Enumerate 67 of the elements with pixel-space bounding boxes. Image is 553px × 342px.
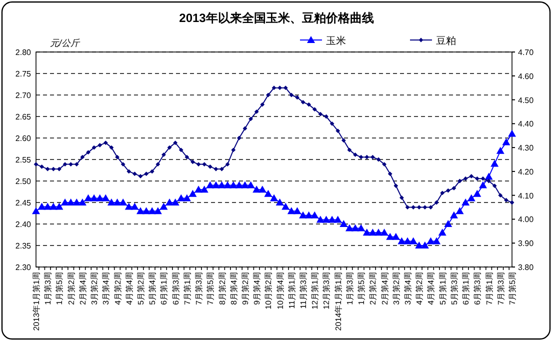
x-tick-label: 4月第4周 xyxy=(426,272,436,305)
x-tick-label: 2月第4周 xyxy=(380,272,390,305)
y-tick-label: 2.65 xyxy=(15,112,32,122)
chart-title: 2013年以来全国玉米、豆粕价格曲线 xyxy=(179,11,374,25)
x-tick-label: 7月第1周 xyxy=(484,272,494,305)
y2-tick-label: 4.30 xyxy=(518,144,534,153)
x-tick-label: 8月第4周 xyxy=(229,272,238,305)
x-tick-label: 2014年1月第1周 xyxy=(334,272,343,331)
legend-label: 玉米 xyxy=(326,35,346,47)
x-tick-label: 12月第1周 xyxy=(310,272,320,310)
y-tick-label: 2.70 xyxy=(15,91,32,100)
y2-tick-label: 4.50 xyxy=(518,96,534,105)
x-tick-label: 3月第2周 xyxy=(392,272,401,305)
x-tick-label: 6月第1周 xyxy=(462,272,471,305)
x-tick-label: 1月第5周 xyxy=(55,272,64,305)
x-tick-label: 5月第1周 xyxy=(438,272,448,305)
x-tick-label: 3月第4周 xyxy=(102,272,111,305)
x-tick-label: 3月第2周 xyxy=(90,272,100,305)
y-tick-label: 2.60 xyxy=(15,134,32,143)
y2-tick-label: 4.60 xyxy=(518,72,534,81)
x-tick-label: 5月第2周 xyxy=(136,272,146,305)
x-tick-label: 2013年1月第1周 xyxy=(32,272,41,331)
y-tick-label: 2.40 xyxy=(15,220,32,229)
y-tick-label: 2.55 xyxy=(15,156,32,164)
x-tick-label: 9月第4周 xyxy=(252,272,262,305)
x-tick-label: 7月第1周 xyxy=(182,272,192,305)
x-tick-label: 9月第2周 xyxy=(240,272,250,305)
x-tick-label: 2月第2周 xyxy=(368,272,378,305)
x-tick-label: 4月第4周 xyxy=(124,272,134,305)
x-tick-label: 7月第5周 xyxy=(206,272,216,305)
y2-tick-label: 4.40 xyxy=(518,120,534,129)
legend-label: 豆粕 xyxy=(436,36,456,47)
x-tick-label: 8月第2周 xyxy=(218,272,227,305)
x-tick-label: 10月第2周 xyxy=(264,272,274,310)
y-tick-label: 2.80 xyxy=(15,48,32,57)
y-tick-label: 2.35 xyxy=(15,242,32,250)
x-tick-label: 10月第4周 xyxy=(276,272,285,310)
y-tick-label: 2.45 xyxy=(15,198,32,208)
y2-tick-label: 3.90 xyxy=(518,239,534,248)
y-tick-label: 2.75 xyxy=(15,70,32,78)
x-tick-label: 5月第4周 xyxy=(148,272,158,305)
x-tick-label: 12月第3周 xyxy=(322,272,332,310)
x-tick-label: 3月第4周 xyxy=(404,272,413,305)
x-tick-label: 11月第3周 xyxy=(299,272,308,309)
x-tick-label: 7月第5周 xyxy=(508,272,517,305)
y2-tick-label: 4.10 xyxy=(518,191,534,200)
x-tick-label: 7月第3周 xyxy=(496,272,506,305)
x-tick-label: 11月第1周 xyxy=(287,272,296,309)
x-tick-label: 6月第1周 xyxy=(160,272,169,305)
x-tick-label: 1月第3周 xyxy=(345,272,354,305)
y-tick-label: 2.30 xyxy=(15,263,32,272)
y-tick-label: 2.50 xyxy=(15,177,32,186)
x-tick-label: 2月第4周 xyxy=(78,272,88,305)
y2-tick-label: 3.80 xyxy=(518,263,534,272)
x-tick-label: 1月第3周 xyxy=(44,272,53,305)
x-tick-label: 4月第2周 xyxy=(415,272,424,305)
y2-tick-label: 4.20 xyxy=(518,167,534,176)
y-axis-title: 元/公斤 xyxy=(50,38,80,48)
x-tick-label: 4月第2周 xyxy=(113,272,122,305)
x-tick-label: 6月第3周 xyxy=(171,272,180,305)
x-tick-label: 1月第5周 xyxy=(357,272,366,305)
y2-tick-label: 4.00 xyxy=(518,215,534,224)
y2-tick-label: 4.70 xyxy=(518,48,534,57)
x-tick-label: 7月第3周 xyxy=(194,272,204,305)
x-tick-label: 2月第2周 xyxy=(66,272,76,305)
x-tick-label: 5月第3周 xyxy=(450,272,459,305)
x-tick-label: 6月第3周 xyxy=(473,272,482,305)
